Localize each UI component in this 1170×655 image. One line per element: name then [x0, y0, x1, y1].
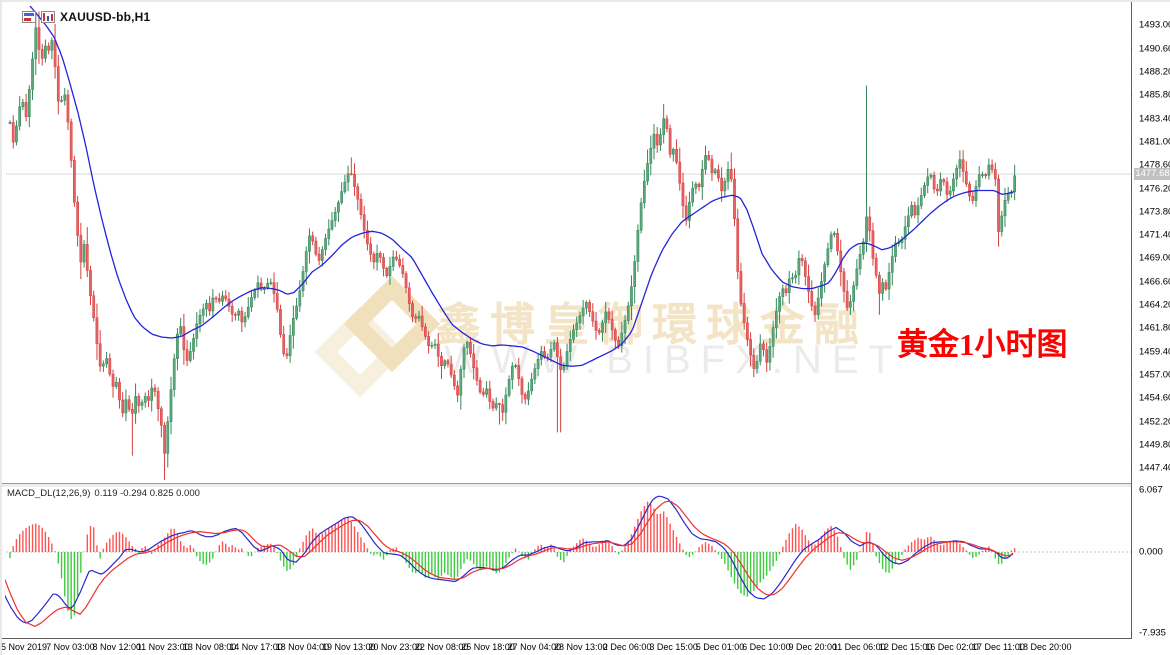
time-axis-label: 13 Nov 08:00: [182, 642, 237, 652]
chart-window-icon[interactable]: [22, 11, 36, 23]
macd-indicator-label: MACD_DL(12,26,9) 0.119 -0.294 0.825 0.000: [7, 488, 204, 499]
price-axis-label: 1457.00: [1139, 369, 1170, 381]
price-axis-label: 1464.20: [1139, 299, 1170, 311]
price-axis-label: 1452.20: [1139, 416, 1170, 428]
time-axis-label: 5 Nov 2019: [0, 642, 48, 652]
time-axis-label: 9 Dec 20:00: [788, 642, 838, 652]
time-axis[interactable]: 5 Nov 2019 7 Nov 03:00 8 Nov 12:00 11 Nov 2…: [2, 639, 1170, 655]
time-axis-label: 18 Dec 20:00: [1018, 642, 1072, 652]
bar-chart-icon[interactable]: [41, 11, 55, 23]
price-axis-label: 1471.40: [1139, 229, 1170, 241]
price-axis-label: 1469.00: [1139, 252, 1170, 264]
time-axis-label: 27 Nov 04:00: [507, 642, 562, 652]
time-axis-label: 7 Nov 03:00: [46, 642, 95, 652]
time-axis-label: 19 Nov 13:00: [322, 642, 376, 652]
time-axis-label: 22 Nov 08:00: [414, 642, 469, 652]
price-axis-label: 1476.20: [1139, 183, 1170, 194]
time-axis-label: 28 Nov 13:00: [554, 642, 608, 652]
price-axis-label: 1447.40: [1139, 462, 1170, 474]
time-axis-label: 6 Dec 10:00: [742, 642, 791, 652]
time-axis-label: 16 Dec 02:00: [925, 642, 979, 652]
macd-indicator-values: 0.119 -0.294 0.825 0.000: [94, 488, 200, 499]
price-axis-label: 1481.00: [1139, 136, 1170, 148]
time-axis-label: 17 Dec 11:00: [971, 642, 1025, 652]
time-axis-label: 20 Nov 23:00: [368, 642, 422, 652]
current-price-tag: 1477.68: [1134, 168, 1170, 180]
price-axis-label: 1459.40: [1139, 346, 1170, 358]
price-axis-label: 1454.60: [1139, 392, 1170, 404]
macd-axis-label: 6.067: [1139, 484, 1163, 496]
price-axis-label: 1478.60: [1139, 159, 1170, 171]
time-axis-border: [2, 638, 1170, 639]
time-axis-label: 5 Dec 01:00: [695, 642, 745, 652]
time-axis-label: 12 Dec 15:00: [878, 642, 933, 652]
price-axis-label: 1466.60: [1139, 276, 1170, 288]
price-axis-label: 1490.60: [1139, 43, 1170, 55]
price-axis[interactable]: 1477.68 1493.00 1490.60 1488.20 1485.80 1483…: [1132, 2, 1170, 639]
time-axis-label: 11 Nov 23:00: [136, 642, 190, 652]
panel-separator[interactable]: [2, 483, 1131, 487]
time-axis-label: 14 Nov 17:00: [229, 642, 283, 652]
chart-title: XAUUSD-bb,H1: [60, 10, 151, 24]
time-axis-label: 25 Nov 18:00: [461, 642, 515, 652]
price-axis-label: 1493.00: [1139, 19, 1170, 31]
macd-axis-label: -7.935: [1139, 627, 1166, 639]
macd-axis-label: 0.000: [1139, 546, 1163, 558]
price-axis-label: 1485.80: [1139, 89, 1170, 101]
time-axis-label: 2 Dec 06:00: [602, 642, 652, 652]
price-axis-label: 1461.80: [1139, 322, 1170, 334]
watermark-brand-text: 鑫博皇御環球金融: [436, 299, 869, 350]
time-axis-label: 18 Nov 04:00: [275, 642, 330, 652]
macd-indicator-name: MACD_DL(12,26,9): [7, 488, 91, 499]
chart-annotation: 黄金1小时图: [897, 327, 1068, 362]
price-axis-label: 1473.80: [1139, 206, 1170, 218]
price-axis-border: [1131, 2, 1132, 639]
title-bar: XAUUSD-bb,H1: [22, 9, 150, 25]
time-axis-label: 3 Dec 15:00: [649, 642, 698, 652]
time-axis-label: 8 Nov 12:00: [92, 642, 142, 652]
price-axis-label: 1488.20: [1139, 66, 1170, 78]
time-axis-label: 11 Dec 06:00: [832, 642, 886, 652]
price-axis-label: 1483.40: [1139, 113, 1170, 125]
price-axis-label: 1449.80: [1139, 439, 1170, 451]
